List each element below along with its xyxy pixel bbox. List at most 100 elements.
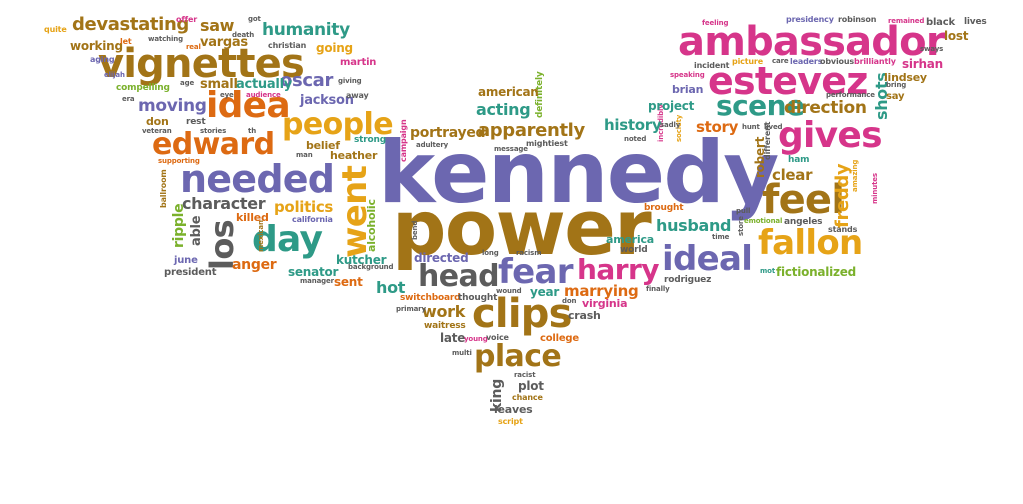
word-portrayed: portrayed [410, 125, 486, 141]
word-idea: idea [206, 85, 291, 126]
word-racism: racism [516, 249, 542, 257]
word-stories: stories [200, 127, 227, 135]
word-watching: watching [148, 35, 183, 43]
word-angeles: angeles [784, 217, 823, 227]
word-voice: voice [486, 333, 509, 342]
word-pull: pull [736, 207, 751, 215]
word-era: era [122, 95, 135, 103]
word-mightiest: mightiest [526, 139, 568, 148]
word-scene: scene [716, 89, 805, 122]
word-minutes: minutes [871, 173, 879, 204]
word-christian: christian [268, 41, 307, 50]
word-don-small: don [562, 297, 577, 305]
word-picture: picture [732, 57, 763, 66]
word-sadly: sadly [660, 121, 681, 129]
word-saw: saw [200, 16, 235, 35]
word-racist: racist [514, 371, 536, 379]
word-directed: directed [414, 251, 469, 265]
word-let: let [120, 37, 132, 46]
word-incident: incident [694, 61, 730, 70]
word-plot: plot [518, 379, 544, 393]
word-care: care [772, 57, 789, 65]
word-power: power [392, 183, 652, 272]
word-oscar: oscar [280, 70, 333, 91]
word-ham: ham [788, 155, 810, 165]
word-place: place [474, 339, 562, 374]
word-gives: gives [778, 115, 883, 156]
word-age: age [180, 79, 195, 87]
word-jackson: jackson [300, 93, 354, 108]
word-chance: chance [512, 393, 543, 402]
word-martin: martin [340, 57, 377, 68]
word-quite: quite [44, 25, 67, 34]
word-day: day [252, 219, 323, 260]
word-husband: husband [656, 216, 732, 235]
word-adultery: adultery [416, 141, 449, 149]
word-college: college [540, 333, 579, 344]
word-hunt: hunt [742, 123, 760, 131]
word-waitress: waitress [424, 321, 466, 331]
word-robinson: robinson [838, 15, 877, 24]
word-apparently: apparently [478, 120, 585, 141]
word-acting: acting [476, 100, 531, 119]
word-offer: offer [176, 15, 198, 24]
word-ideal: ideal [662, 239, 753, 279]
word-ballroom: ballroom [159, 169, 168, 208]
word-edward: edward [152, 127, 275, 162]
word-amazing: amazing [851, 159, 859, 192]
word-heather: heather [330, 149, 378, 162]
word-able: able [189, 215, 204, 246]
word-real: real [186, 43, 201, 51]
word-fallon: fallon [758, 223, 863, 263]
word-manager: manager [300, 277, 334, 285]
word-sent: sent [334, 275, 363, 289]
word-wound: wound [496, 287, 522, 295]
word-eye: eye [220, 91, 234, 99]
word-lindsey: lindsey [884, 71, 927, 84]
word-message: message [494, 145, 528, 153]
word-sways: sways [920, 45, 944, 53]
word-stands: stands [828, 225, 858, 234]
word-alcoholic: alcoholic [365, 199, 378, 252]
word-story: story [696, 118, 739, 136]
word-people: people [282, 107, 394, 142]
word-elijah: elijah [104, 71, 125, 79]
word-strong: strong [354, 135, 387, 145]
word-feeling: feeling [702, 19, 729, 27]
word-man: man [296, 151, 313, 159]
word-black: black [926, 17, 955, 28]
word-brian: brian [672, 83, 704, 96]
word-th: th [248, 127, 257, 135]
word-virginia: virginia [582, 297, 628, 310]
word-lost: lost [944, 29, 969, 43]
word-kutcher: kutcher [336, 253, 387, 267]
word-humanity: humanity [262, 20, 350, 40]
word-obvious: obvious [820, 57, 855, 66]
word-time: time [712, 233, 730, 241]
word-aging: aging [90, 55, 115, 64]
word-away: away [346, 91, 369, 100]
word-character: character [182, 194, 266, 213]
word-say: say [886, 91, 905, 102]
word-america: america [606, 233, 654, 246]
word-remained: remained [888, 17, 925, 25]
word-thought: thought [458, 293, 498, 303]
word-history: history [604, 116, 662, 134]
word-needed: needed [180, 157, 335, 201]
word-senator: senator [288, 265, 339, 279]
word-hot: hot [376, 278, 406, 297]
word-ambassador: ambassador [678, 19, 946, 65]
word-primary: primary [396, 305, 426, 313]
word-don: don [146, 115, 169, 128]
word-world: world [620, 245, 648, 255]
word-head: head [418, 259, 500, 294]
word-multi: multi [452, 349, 472, 357]
word-politics: politics [274, 198, 334, 216]
word-anger: anger [232, 257, 277, 273]
word-bend: bend [411, 220, 419, 240]
word-rest: rest [186, 117, 206, 127]
word-young: young [464, 335, 488, 343]
word-project: project [648, 99, 695, 113]
word-working: working [70, 39, 123, 53]
